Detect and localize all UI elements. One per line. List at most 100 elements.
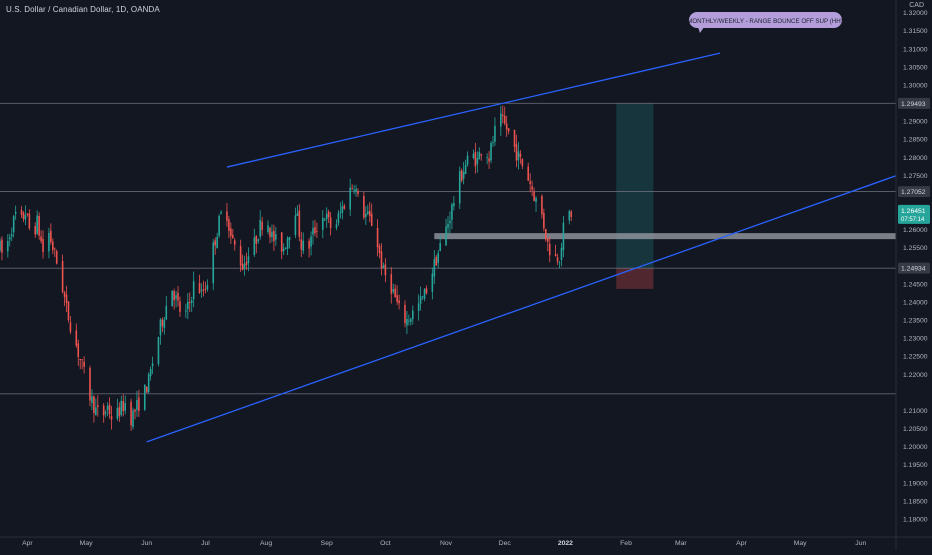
candlestick-series[interactable] (0, 105, 573, 431)
candle-body (28, 213, 31, 229)
candle-body (480, 154, 483, 156)
price-axis[interactable]: 1.32000 1.31500 1.31000 1.30500 1.30000 1.290… (895, 0, 932, 550)
symbol-title[interactable]: U.S. Dollar / Canadian Dollar, 1D, OANDA (6, 5, 160, 14)
candle-body (433, 259, 436, 277)
candle-body (406, 318, 408, 326)
candle-body (453, 203, 455, 207)
time-axis[interactable]: Apr May Jun Jul Aug Sep Oct Nov Dec 2022 Feb Mar Apr… (0, 536, 932, 547)
candle-body (198, 282, 201, 293)
candle-body (232, 234, 234, 238)
candle-body (226, 211, 228, 221)
time-tick-label: Feb (620, 540, 632, 547)
price-tick-label: 1.31000 (903, 46, 928, 53)
candle-body (494, 125, 496, 142)
candle-body (353, 189, 355, 191)
price-line-label-background (898, 186, 930, 198)
price-tick-label: 1.22000 (903, 372, 928, 379)
candle-body (513, 129, 516, 147)
candle-body (474, 152, 477, 167)
drawing-layer-trendlines[interactable] (146, 52, 897, 443)
candle-body (157, 337, 160, 365)
candle-body (120, 400, 123, 415)
price-tick-label: 1.32000 (903, 10, 928, 17)
price-line-label[interactable]: 1.27052 (901, 189, 926, 196)
candle-body (490, 142, 492, 161)
candle-body (335, 224, 338, 228)
candle-body (323, 219, 326, 221)
candle-body (220, 211, 222, 214)
candle-body (67, 301, 70, 321)
time-tick-label: Aug (260, 540, 272, 547)
candle-body (310, 236, 312, 247)
candle-body (63, 292, 66, 297)
price-tick-label: 1.23000 (903, 336, 928, 343)
candle-body (368, 210, 371, 217)
trendline[interactable] (146, 175, 897, 443)
candle-body (275, 234, 277, 240)
candle-body (122, 401, 125, 412)
price-tick-label: 1.26000 (903, 227, 928, 234)
current-price-badge[interactable] (898, 204, 930, 224)
candle-body (370, 213, 373, 226)
candle-body (503, 115, 506, 124)
candle-body (273, 230, 275, 242)
target-zone[interactable] (616, 103, 654, 269)
candle-body (179, 301, 181, 312)
candle-body (466, 155, 469, 165)
candle-body (492, 141, 494, 143)
candle-body (36, 215, 38, 234)
candle-body (12, 216, 15, 233)
candle-body (302, 240, 305, 251)
candle-body (89, 367, 91, 401)
candle-body (136, 400, 138, 410)
candle-body (300, 239, 303, 250)
candle-body (230, 228, 232, 237)
candle-body (562, 222, 565, 250)
candle-body (8, 237, 11, 240)
support-zone-band[interactable] (434, 233, 896, 240)
price-line-label-background (898, 97, 930, 109)
candle-body (38, 216, 40, 236)
trendline[interactable] (226, 52, 721, 168)
candle-body (382, 265, 385, 269)
candle-body (314, 227, 316, 234)
candle-body (190, 300, 193, 303)
candle-body (69, 322, 72, 332)
price-tick-label: 1.29000 (903, 119, 928, 126)
candle-body (545, 228, 547, 240)
candle-body (541, 195, 543, 215)
candle-body (108, 404, 111, 415)
candle-body (458, 171, 461, 204)
candle-body (351, 188, 353, 190)
candle-body (355, 188, 357, 193)
candle-body (462, 172, 465, 179)
candle-body (329, 217, 332, 228)
candle-body (280, 232, 283, 252)
candle-body (187, 301, 189, 310)
drawing-layer-lines (0, 102, 896, 395)
callout-note-bubble (689, 12, 842, 28)
candle-body (366, 211, 369, 214)
candle-body (147, 374, 150, 393)
candle-body (233, 240, 236, 245)
price-tick-label: 1.30000 (903, 82, 928, 89)
candle-body (124, 403, 127, 411)
candle-body (527, 166, 530, 181)
stop-zone[interactable] (616, 268, 654, 289)
candle-body (188, 302, 191, 303)
price-tick-label: 1.22500 (903, 354, 928, 361)
candle-body (61, 260, 64, 293)
price-line-label[interactable]: 1.24934 (901, 266, 926, 273)
callout-note[interactable]: MONTHLY/WEEKLY - RANGE BOUNCE OFF SUP (H… (687, 12, 843, 33)
current-price-countdown: 07:57:14 (901, 217, 925, 223)
price-line-label[interactable]: 1.29493 (901, 101, 926, 108)
candle-body (357, 191, 359, 194)
candle-body (173, 290, 175, 301)
candle-body (143, 384, 146, 410)
time-tick-label: Sep (321, 540, 333, 547)
candle-body (110, 415, 113, 420)
candle-body (177, 292, 179, 301)
candle-body (171, 290, 173, 307)
